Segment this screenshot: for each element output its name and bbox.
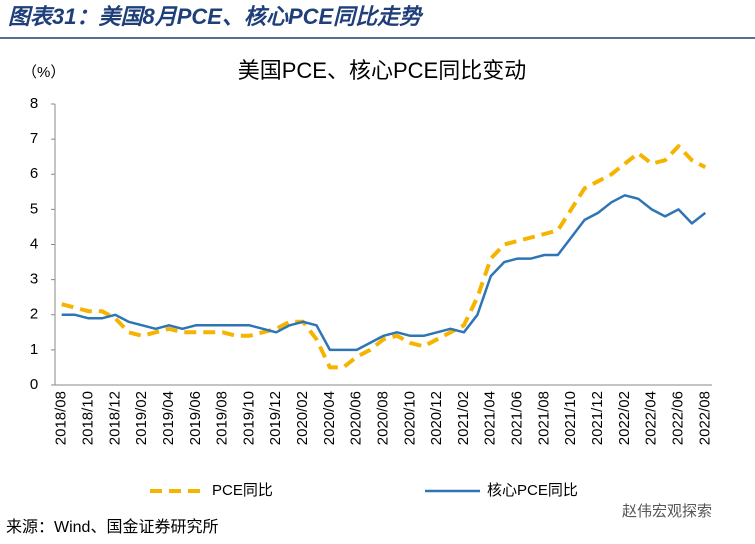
source: 来源：Wind、国金证券研究所 xyxy=(6,518,218,536)
x-tick-label: 2020/06 xyxy=(348,391,365,445)
x-tick-label: 2021/08 xyxy=(535,391,552,445)
x-tick-label: 2020/12 xyxy=(428,391,445,445)
x-tick-label: 2020/04 xyxy=(321,391,338,445)
legend-label: PCE同比 xyxy=(212,482,273,499)
watermark: 赵伟宏观探索 xyxy=(622,503,712,520)
x-tick-label: 2018/10 xyxy=(79,391,96,445)
legend-label: 核心PCE同比 xyxy=(487,482,578,499)
x-tick-label: 2019/08 xyxy=(214,391,231,445)
y-tick-label: 4 xyxy=(30,235,38,252)
series-line xyxy=(61,194,707,352)
y-tick-label: 7 xyxy=(30,130,38,147)
x-tick-label: 2019/02 xyxy=(133,391,150,445)
x-tick-label: 2018/12 xyxy=(106,391,123,445)
x-tick-label: 2020/10 xyxy=(401,391,418,445)
x-tick-label: 2020/02 xyxy=(294,391,311,445)
chart-title: 美国PCE、核心PCE同比变动 xyxy=(238,58,526,83)
x-tick-label: 2019/04 xyxy=(160,391,177,445)
x-tick-label: 2018/08 xyxy=(53,391,70,445)
x-tick-label: 2019/12 xyxy=(267,391,284,445)
x-tick-label: 2021/12 xyxy=(589,391,606,445)
x-tick-label: 2021/04 xyxy=(482,391,499,445)
x-tick-label: 2021/06 xyxy=(509,391,526,445)
series-line xyxy=(61,144,707,370)
y-tick-label: 1 xyxy=(30,341,38,358)
y-tick-label: 8 xyxy=(30,95,38,112)
x-tick-label: 2020/08 xyxy=(374,391,391,445)
x-tick-label: 2021/02 xyxy=(455,391,472,445)
x-tick-label: 2019/06 xyxy=(187,391,204,445)
y-tick-label: 2 xyxy=(30,306,38,323)
y-axis-label: （%） xyxy=(22,64,65,81)
header: 图表31：美国8月PCE、核心PCE同比走势 xyxy=(8,4,424,29)
x-tick-label: 2022/02 xyxy=(616,391,633,445)
x-tick-label: 2021/10 xyxy=(562,391,579,445)
x-tick-label: 2019/10 xyxy=(240,391,257,445)
x-tick-label: 2022/04 xyxy=(643,391,660,445)
y-tick-label: 3 xyxy=(30,271,38,288)
y-tick-label: 6 xyxy=(30,165,38,182)
y-tick-label: 5 xyxy=(30,200,38,217)
y-tick-label: 0 xyxy=(30,376,38,393)
x-tick-label: 2022/08 xyxy=(696,391,713,445)
x-tick-label: 2022/06 xyxy=(669,391,686,445)
